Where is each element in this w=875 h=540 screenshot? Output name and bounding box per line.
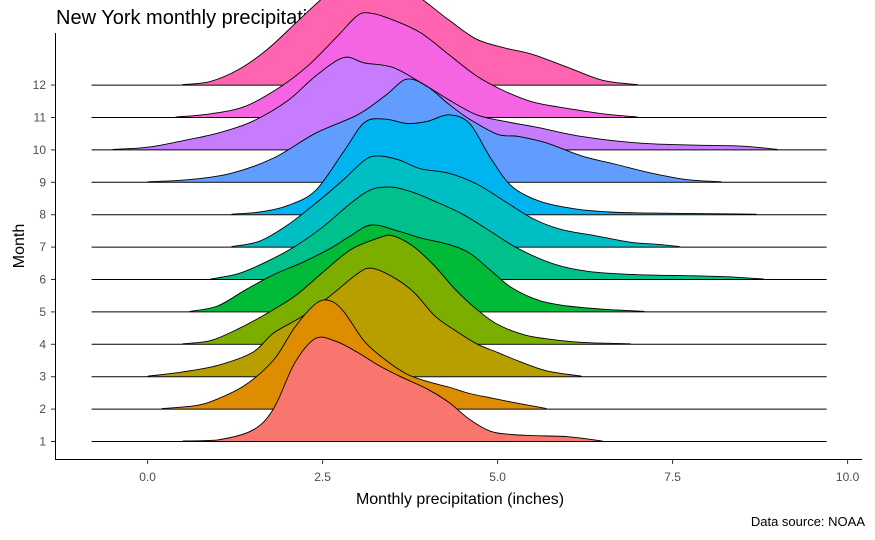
y-tick-label-3: 3 [39,370,46,384]
y-tick-label-1: 1 [39,435,46,449]
x-tick-label-0.0: 0.0 [139,470,156,484]
ridge-fill-1 [182,337,603,441]
y-tick-label-9: 9 [39,175,46,189]
y-tick-label-11: 11 [34,111,47,125]
y-axis-title: Month [11,224,28,268]
y-tick-label-7: 7 [39,240,46,254]
x-axis-title: Monthly precipitation (inches) [356,491,564,508]
x-tick-label-5.0: 5.0 [489,470,506,484]
ridge-outline-11 [175,12,638,118]
x-tick-label-10.0: 10.0 [836,470,860,484]
ridge-fill-11 [175,12,638,118]
ridge-outline-3 [147,267,582,377]
y-ticks-layer: 12 11 10 9 8 7 6 5 4 3 2 1 [33,78,55,449]
y-tick-label-10: 10 [33,143,47,157]
y-tick-label-4: 4 [39,337,46,351]
ridge-month-3 [91,267,827,378]
ridge-outline-6 [210,186,764,280]
y-tick-label-2: 2 [39,402,46,416]
ridge-outline-2 [161,299,547,410]
y-tick-label-6: 6 [39,273,46,287]
x-ticks-layer: 0.0 2.5 5.0 7.5 10.0 [139,460,860,484]
y-tick-label-8: 8 [39,208,46,222]
ridge-month-1 [91,336,827,442]
axes-layer [55,33,862,460]
ridges-layer [91,0,827,442]
ridge-outline-10 [112,56,778,150]
ridge-outline-9 [147,78,722,183]
data-source-caption: Data source: NOAA [750,514,865,529]
y-tick-label-5: 5 [39,305,46,319]
y-tick-label-12: 12 [33,78,47,92]
ridge-outline-4 [182,234,631,345]
ridge-outline-7 [231,155,680,248]
ridge-outline-12 [182,0,638,86]
x-tick-label-2.5: 2.5 [314,470,331,484]
chart-title: New York monthly precipitation [56,7,330,29]
x-tick-label-7.5: 7.5 [664,470,681,484]
ridge-outline-8 [231,114,757,215]
ridge-outline-1 [182,336,603,442]
ridge-outline-5 [189,224,645,312]
ridge-fill-3 [147,268,582,377]
